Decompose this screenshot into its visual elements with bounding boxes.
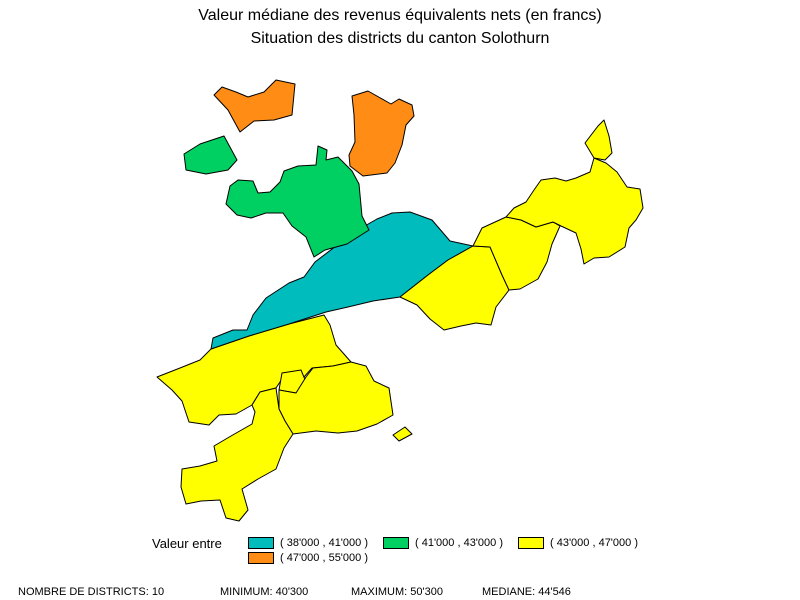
district-north-east-tip [584, 119, 613, 161]
legend-swatch-3 [518, 537, 544, 549]
district-north-east [505, 157, 644, 265]
legend-range-1: ( 38'000 , 41'000 ) [280, 537, 368, 549]
footer-district-count: NOMBRE DE DISTRICTS: 10 [18, 586, 165, 598]
district-south-small-enclave [392, 426, 413, 442]
district-north-west-top [213, 79, 296, 133]
legend-swatch-1 [248, 537, 274, 549]
map-title: Valeur médiane des revenus équivalents n… [198, 7, 602, 24]
legend-label: Valeur entre [152, 536, 222, 551]
district-north [348, 90, 415, 177]
legend-swatch-2 [383, 537, 409, 549]
footer-minimum: MINIMUM: 40'300 [220, 586, 309, 598]
footer-median: MEDIANE: 44'546 [482, 586, 571, 598]
district-east-center [399, 245, 510, 331]
legend-item-3: ( 43'000 , 47'000 ) [518, 536, 638, 550]
legend-range-2: ( 41'000 , 43'000 ) [415, 537, 503, 549]
district-north-center [225, 145, 370, 258]
footer-maximum: MAXIMUM: 50'300 [351, 586, 443, 598]
district-south-tail [180, 387, 294, 522]
map-subtitle: Situation des districts du canton Soloth… [250, 30, 550, 47]
legend-item-1: ( 38'000 , 41'000 ) [248, 536, 368, 550]
legend-range-4: ( 47'000 , 55'000 ) [280, 552, 368, 564]
legend-item-2: ( 41'000 , 43'000 ) [383, 536, 503, 550]
legend-swatch-4 [248, 552, 274, 564]
legend-item-4: ( 47'000 , 55'000 ) [248, 551, 368, 565]
district-north-west-enclave [183, 135, 238, 175]
legend-range-3: ( 43'000 , 47'000 ) [550, 537, 638, 549]
district-center [210, 211, 474, 350]
